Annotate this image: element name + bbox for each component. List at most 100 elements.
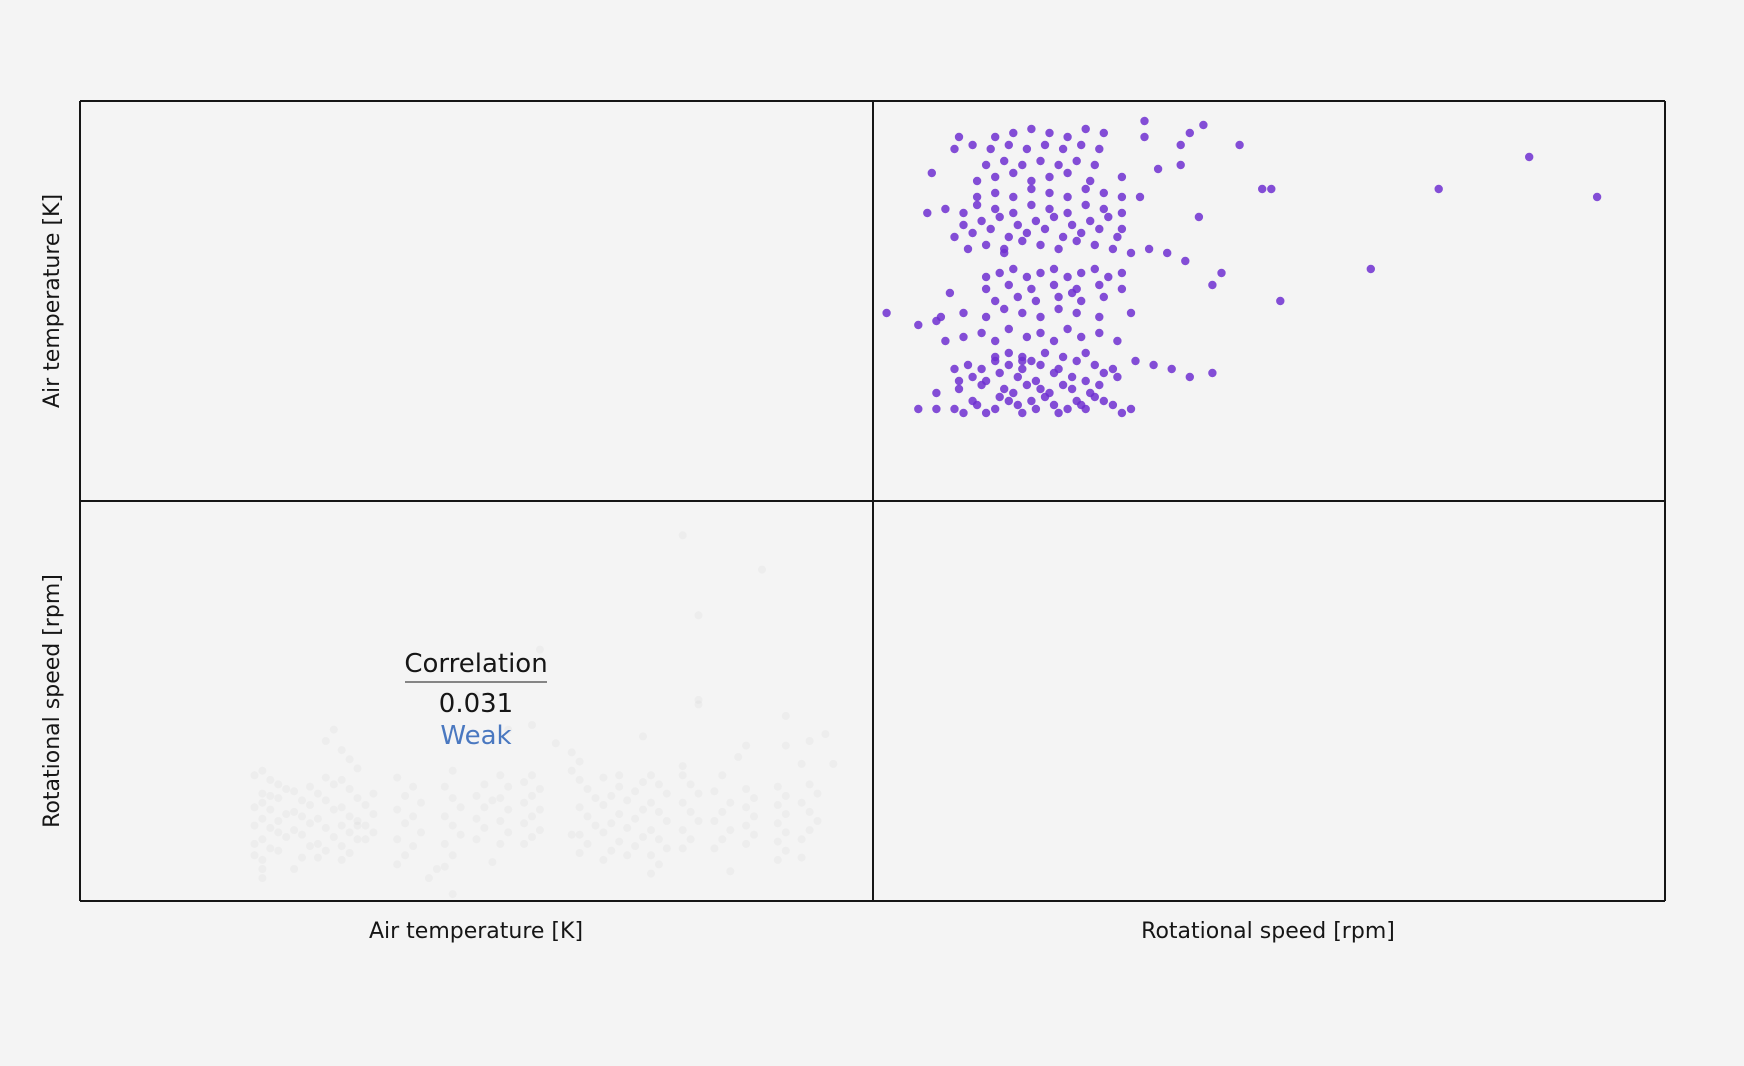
scatter-point (991, 352, 1000, 362)
scatter-point (1045, 388, 1054, 398)
scatter-point (1027, 200, 1036, 210)
scatter-point (1018, 308, 1027, 318)
scatter-point (941, 336, 950, 346)
scatter-point (991, 296, 1000, 306)
faint-scatter-point (639, 732, 647, 741)
scatter-point (1366, 264, 1376, 274)
scatter-point (1063, 192, 1072, 202)
scatter-point (1063, 208, 1072, 218)
scatter-point (1049, 400, 1059, 410)
scatter-point (1072, 308, 1081, 318)
faint-scatter-point (258, 766, 267, 775)
scatter-point (1086, 176, 1095, 186)
faint-scatter-point (258, 814, 267, 823)
faint-scatter-point (329, 780, 338, 789)
scatter-point (1086, 388, 1095, 398)
faint-scatter-point (575, 803, 584, 812)
scatter-point (995, 212, 1004, 222)
scatter-point (963, 244, 973, 254)
scatter-point (1000, 156, 1009, 166)
scatter-point (1113, 232, 1122, 242)
scatter-point (1009, 388, 1018, 398)
scatter-point (1099, 396, 1109, 406)
scatter-point (1081, 404, 1090, 414)
faint-scatter-point (607, 846, 616, 855)
scatter-point (991, 132, 1000, 142)
scatter-point (1208, 280, 1217, 290)
faint-scatter-point (710, 844, 719, 853)
scatter-point (914, 404, 923, 414)
faint-scatter-point (274, 780, 283, 789)
scatter-point (1135, 192, 1145, 202)
scatter-point (1276, 296, 1285, 306)
faint-scatter-point (306, 819, 314, 828)
faint-scatter-point (805, 780, 814, 789)
scatter-point (1022, 144, 1032, 154)
faint-scatter-point (290, 826, 299, 835)
scatter-point (1031, 376, 1041, 386)
column-label-rotational-speed: Rotational speed [rpm] (1141, 919, 1395, 944)
faint-scatter-point (567, 766, 576, 775)
scatter-point (1004, 232, 1013, 242)
scatter-point (1067, 288, 1077, 298)
faint-scatter-point (575, 775, 584, 784)
faint-scatter-point (662, 817, 671, 825)
scatter-point (1095, 380, 1104, 390)
faint-scatter-point (250, 803, 259, 812)
scatter-point (1013, 292, 1022, 302)
faint-scatter-point (694, 695, 703, 704)
scatter-point (1018, 356, 1027, 366)
scatter-point (1235, 140, 1244, 150)
scatter-point (1004, 396, 1013, 406)
scatter-point (972, 176, 982, 186)
scatter-point (1036, 360, 1045, 370)
faint-scatter-point (742, 821, 751, 830)
scatter-point (1036, 240, 1045, 250)
faint-scatter-point (607, 819, 616, 828)
scatter-point (1031, 296, 1041, 306)
faint-scatter-point (353, 835, 362, 844)
scatter-point (995, 268, 1004, 278)
faint-scatter-point (726, 798, 735, 807)
faint-scatter-point (781, 741, 790, 750)
faint-scatter-point (694, 700, 703, 709)
faint-scatter-point (337, 775, 346, 784)
scatter-point (1058, 380, 1068, 390)
faint-scatter-point (631, 814, 640, 823)
scatter-point (981, 240, 991, 250)
faint-scatter-point (313, 814, 322, 823)
faint-scatter-point (750, 794, 758, 803)
scatter-point (1031, 216, 1041, 226)
scatter-point (1067, 384, 1077, 394)
scatter-point (1027, 124, 1036, 134)
scatter-point (972, 200, 982, 210)
faint-scatter-point (250, 851, 259, 860)
scatter-point (1013, 372, 1022, 382)
faint-scatter-point (773, 801, 782, 809)
scatter-point (1163, 248, 1172, 258)
scatter-point (1149, 360, 1158, 370)
scatter-point (991, 336, 1000, 346)
faint-scatter-point (480, 780, 489, 789)
faint-scatter-point (329, 805, 338, 814)
scatter-point (1009, 128, 1018, 138)
faint-scatter-point (282, 833, 291, 841)
scatter-point (1117, 224, 1127, 234)
faint-scatter-point (528, 833, 536, 841)
faint-scatter-point (623, 796, 632, 805)
faint-scatter-point (520, 798, 529, 807)
faint-scatter-point (829, 759, 838, 768)
faint-scatter-point (781, 828, 790, 837)
faint-scatter-point (805, 807, 814, 816)
faint-scatter-point (797, 835, 806, 844)
scatter-point (914, 320, 923, 330)
faint-scatter-point (567, 748, 576, 757)
scatter-point (1018, 160, 1027, 170)
faint-scatter-point (520, 839, 529, 848)
faint-scatter-point (440, 839, 449, 848)
faint-scatter-point (781, 846, 790, 855)
faint-scatter-point (686, 780, 695, 789)
scatter-point (1058, 352, 1068, 362)
scatter-point (1049, 280, 1059, 290)
